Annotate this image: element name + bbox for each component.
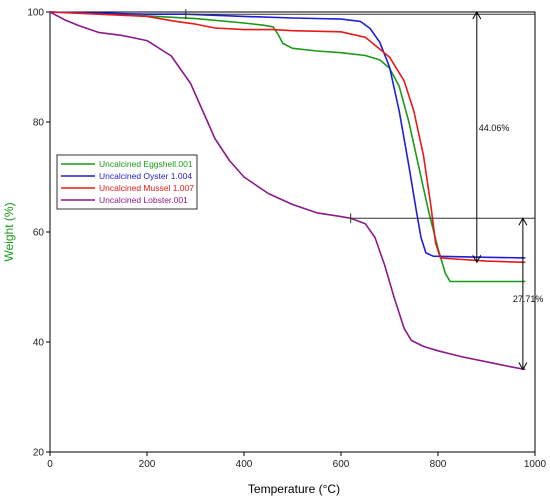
y-tick-label: 20 [33,448,45,459]
x-tick-label: 800 [430,459,447,470]
y-tick-label: 100 [27,8,44,19]
x-tick-label: 200 [139,459,156,470]
series-line-1 [49,11,526,283]
x-tick-label: 600 [333,459,350,470]
arrow-head-up [472,10,482,20]
plot-border [49,11,536,453]
series-line-4 [49,11,526,371]
annotation-label: 44.06% [479,123,510,133]
x-tick-label: 0 [47,459,53,470]
legend: Uncalcined Eggshell.001 Uncalcined Oyster… [56,154,198,210]
series-line-3 [49,11,526,264]
y-axis-title: Weight (%) [2,202,16,261]
legend-entry: Uncalcined Oyster 1.004 [99,171,192,181]
arrow-head-up [518,217,528,226]
annotation-layer: 44.06% 27.71% [185,10,544,371]
axis-ticks: 0 200 400 600 800 1000 20 40 60 80 100 [27,8,546,471]
series-line-2 [49,11,526,259]
y-tick-label: 60 [33,228,45,239]
annotation-label: 27.71% [513,294,544,304]
y-tick-label: 40 [33,338,45,349]
legend-entry: Uncalcined Eggshell.001 [99,159,193,169]
arrow-head-down [518,362,528,371]
legend-entry: Uncalcined Mussel 1.007 [99,183,194,193]
y-tick-label: 80 [33,118,45,129]
legend-entry: Uncalcined Lobster.001 [99,195,188,205]
plot-frame [49,11,536,453]
arrow-head-down [472,255,482,264]
x-tick-label: 1000 [524,459,547,470]
x-axis-title: Temperature (°C) [248,482,340,496]
x-tick-label: 400 [236,459,253,470]
